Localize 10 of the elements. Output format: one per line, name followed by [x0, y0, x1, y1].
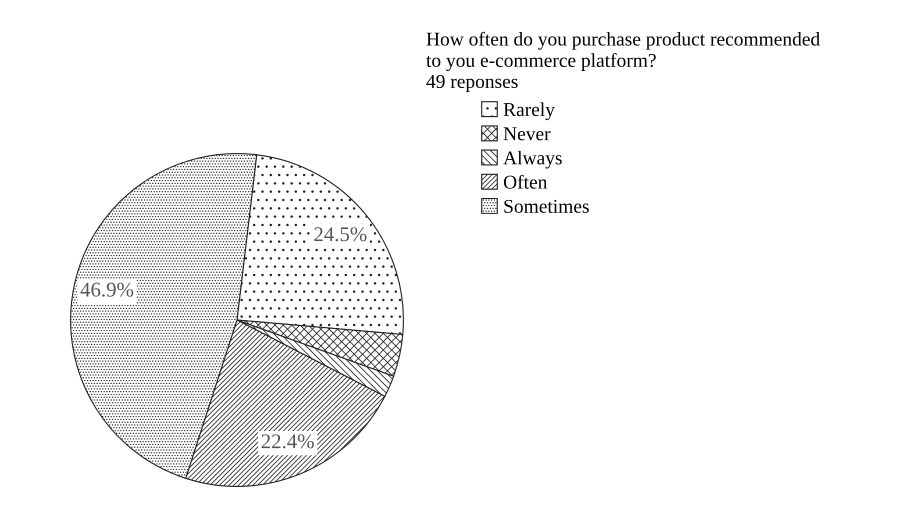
data-label: 24.5%	[314, 227, 367, 242]
legend-label: Always	[503, 150, 562, 169]
legend-label: Rarely	[504, 102, 555, 120]
legend-label: Sometimes	[504, 200, 589, 213]
chart-title: How often do you purchase product recommended to you e-commerce platform?	[426, 32, 820, 71]
data-label: 46.9%	[80, 282, 134, 297]
legend-label: Often	[504, 174, 548, 189]
legend-label: Never	[504, 127, 550, 140]
chart-subtitle: 49 reponses	[426, 74, 518, 92]
data-label: 22.4%	[262, 434, 314, 448]
